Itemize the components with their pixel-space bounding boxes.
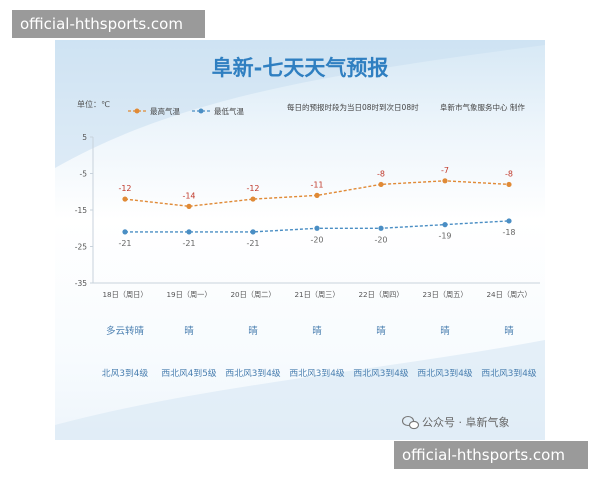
weather-label: 晴 (440, 325, 450, 337)
data-point (506, 218, 512, 224)
data-point (442, 178, 448, 184)
data-point (314, 225, 320, 231)
data-point (250, 229, 256, 235)
data-label: -11 (310, 180, 323, 189)
x-tick-label: 23日（周五） (422, 290, 467, 299)
data-label: -19 (438, 232, 451, 241)
data-point (314, 192, 320, 198)
weather-label: 晴 (504, 325, 514, 337)
y-tick-label: -25 (75, 243, 87, 252)
forecast-card: 阜新-七天天气预报 单位：℃ 最高气温 最低气温 每日的预报时段为当日08时到次… (55, 40, 545, 440)
data-label: -18 (502, 228, 515, 237)
chart-title: 阜新-七天天气预报 (212, 56, 389, 80)
y-tick-label: -35 (75, 279, 87, 288)
weather-label: 晴 (248, 325, 258, 337)
wind-label: 西北风3到4级 (353, 367, 408, 379)
wind-row: 北风3到4级 西北风4到5级 西北风3到4级 西北风3到4级 西北风3到4级 西北风3到4… (102, 367, 537, 379)
footer-credit: 公众号 · 阜新气象 (401, 415, 510, 430)
series-layer: -12 -14 -12 -11 -8 -7 -8 -21 -21 -21 -20 -20 -19 -18 (118, 166, 515, 248)
data-label: -20 (374, 235, 387, 244)
unit-label: 单位：℃ (77, 99, 110, 109)
y-tick-label: -15 (75, 206, 87, 215)
wind-label: 西北风3到4级 (481, 367, 536, 379)
weather-label: 晴 (184, 325, 194, 337)
wechat-icon (401, 415, 420, 430)
data-label: -12 (118, 184, 131, 193)
watermark-bottom: official-hthsports.com (394, 441, 588, 469)
weather-label: 多云转晴 (106, 325, 145, 337)
forecast-chart: 阜新-七天天气预报 单位：℃ 最高气温 最低气温 每日的预报时段为当日08时到次… (55, 40, 545, 440)
forecast-period-note: 每日的预报时段为当日08时到次日08时 (287, 102, 419, 112)
data-label: -14 (182, 191, 195, 200)
x-tick-label: 24日（周六） (486, 290, 531, 299)
data-label: -7 (441, 166, 449, 175)
weather-label: 晴 (312, 325, 322, 337)
data-point (506, 181, 512, 188)
y-tick-label: 5 (82, 133, 87, 142)
x-tick-label: 20日（周二） (230, 290, 275, 299)
data-label: -21 (118, 239, 131, 248)
maker-note: 阜新市气象服务中心 制作 (440, 102, 525, 112)
x-tick-label: 21日（周三） (294, 290, 339, 299)
wind-label: 西北风4到5级 (161, 367, 216, 379)
watermark-top: official-hthsports.com (12, 10, 205, 38)
wind-label: 北风3到4级 (102, 367, 149, 379)
x-axis: 18日（周日） 19日（周一） 20日（周二） 21日（周三） 22日（周四） 23日（周… (93, 282, 540, 299)
data-point (442, 222, 448, 228)
data-label: -21 (246, 239, 259, 248)
y-axis: 5 -5 -15 -25 -35 (75, 133, 94, 288)
x-tick-label: 18日（周日） (102, 290, 147, 299)
data-label: -21 (182, 239, 195, 248)
data-point (186, 203, 192, 209)
data-point (378, 181, 384, 188)
data-point (378, 225, 384, 231)
data-label: -20 (310, 235, 323, 244)
data-label: -12 (246, 184, 259, 193)
wind-label: 西北风3到4级 (417, 367, 472, 379)
legend-label-high: 最高气温 (150, 106, 180, 116)
footer-credit-text: 公众号 · 阜新气象 (422, 415, 510, 429)
data-point (186, 229, 192, 235)
data-point (250, 196, 256, 202)
data-label: -8 (505, 169, 513, 178)
y-tick-label: -5 (80, 170, 88, 179)
x-tick-label: 19日（周一） (166, 290, 211, 299)
data-point (122, 229, 128, 235)
wind-label: 西北风3到4级 (225, 367, 280, 379)
wind-label: 西北风3到4级 (289, 367, 344, 379)
weather-label: 晴 (376, 325, 386, 337)
data-point (122, 196, 128, 202)
legend: 最高气温 最低气温 (128, 106, 244, 116)
data-label: -8 (377, 169, 385, 178)
x-tick-label: 22日（周四） (358, 290, 403, 299)
weather-row: 多云转晴 晴 晴 晴 晴 晴 晴 (106, 325, 514, 337)
legend-label-low: 最低气温 (214, 106, 244, 116)
